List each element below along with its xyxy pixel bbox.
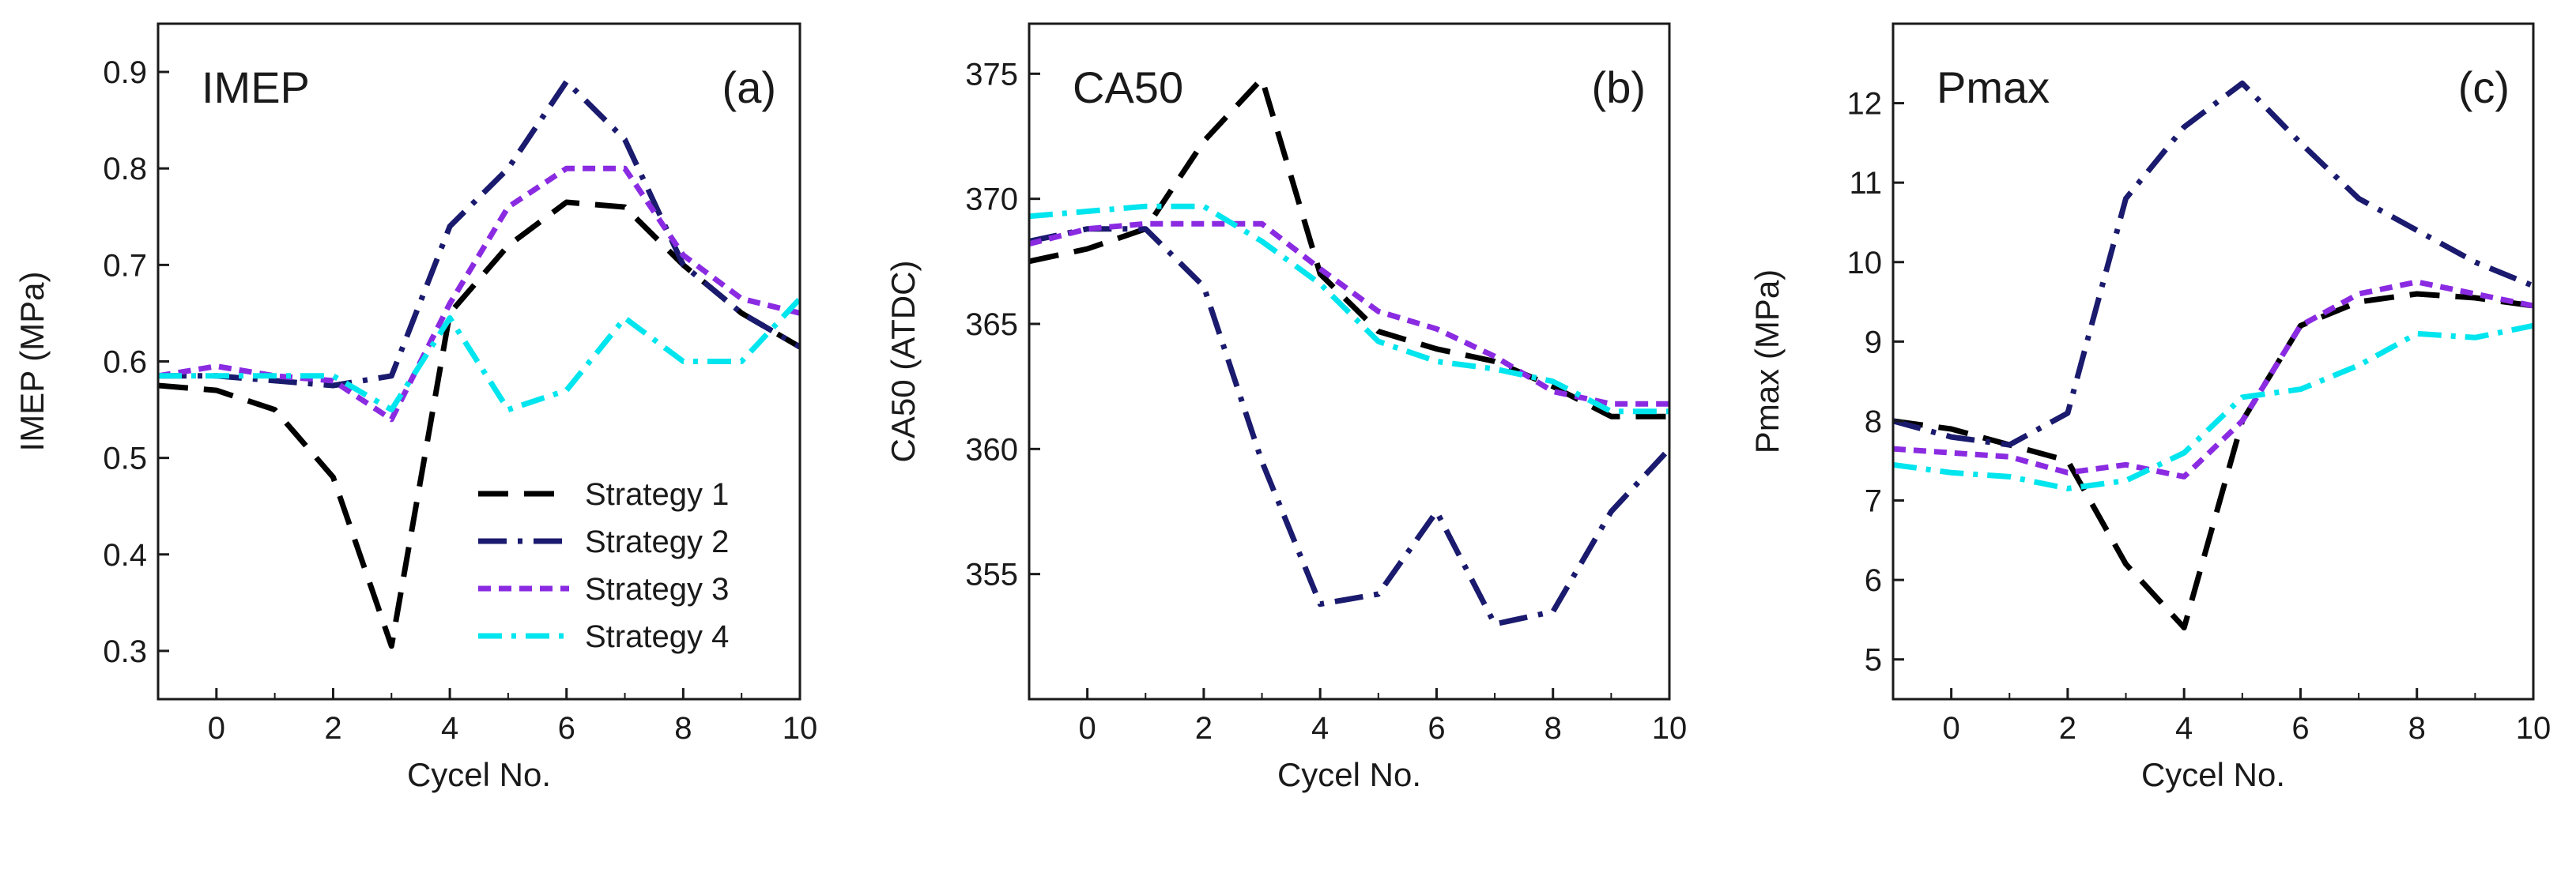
y-tick-label-ca50-0: 355: [965, 558, 1018, 592]
series-line-pmax-strategy-3: [1893, 279, 2533, 480]
panel-imep: 0 2 4 6 8 10 0.3 0.4 0.5 0.6 0.7 0.8 0.9 IMEP (a) Cy…: [13, 22, 817, 793]
x-tick-label-imep-4: 4: [441, 711, 458, 746]
x-tick-label-ca50-6: 6: [1428, 711, 1445, 746]
y-tick-label-imep-1: 0.4: [103, 538, 147, 573]
legend-label-strategy-1: Strategy 1: [585, 477, 729, 512]
series-line-pmax-strategy-1: [1893, 291, 2533, 630]
y-tick-label-ca50-2: 365: [965, 307, 1018, 342]
y-tick-label-ca50-4: 375: [965, 57, 1018, 92]
y-tick-label-ca50-3: 370: [965, 182, 1018, 217]
panel-pmax: 0 2 4 6 8 10 5 6 7 8 9 10 11 12 Pmax (c) Cycel No. Pm…: [1748, 22, 2551, 793]
plot-frame-pmax: [1891, 22, 2535, 701]
legend-item-strategy-2: Strategy 2: [478, 525, 729, 559]
x-axis-label-ca50: Cycel No.: [1277, 756, 1421, 793]
legend: Strategy 1 Strategy 2 Strategy 3 Strateg…: [478, 477, 729, 654]
x-tick-label-imep-10: 10: [783, 711, 818, 746]
series-line-imep-strategy-2: [158, 78, 800, 389]
series-line-imep-strategy-4: [158, 296, 800, 413]
plot-lines-ca50: [1029, 76, 1669, 627]
x-tick-label-pmax-2: 2: [2059, 711, 2076, 746]
x-tick-label-imep-0: 0: [208, 711, 225, 746]
y-tick-label-imep-5: 0.8: [103, 152, 147, 186]
plot-frame-ca50: [1028, 22, 1671, 701]
x-tick-label-imep-6: 6: [558, 711, 575, 746]
y-tick-label-ca50-1: 360: [965, 432, 1018, 467]
series-line-pmax-strategy-4: [1893, 322, 2533, 491]
y-tick-label-pmax-5: 10: [1847, 246, 1883, 280]
y-tick-label-imep-6: 0.9: [103, 55, 147, 90]
y-tick-label-pmax-2: 7: [1865, 484, 1882, 519]
y-axis-label-ca50: CA50 (ATDC): [884, 261, 922, 463]
x-tick-label-pmax-6: 6: [2291, 711, 2309, 746]
panel-label-c: (c): [2458, 62, 2510, 112]
series-line-ca50-strategy-4: [1029, 203, 1669, 415]
panel-title-imep: IMEP: [202, 62, 310, 112]
series-line-imep-strategy-1: [158, 199, 800, 649]
x-tick-label-ca50-4: 4: [1311, 711, 1329, 746]
y-tick-label-imep-3: 0.6: [103, 345, 147, 380]
x-tick-label-ca50-2: 2: [1195, 711, 1213, 746]
x-tick-label-pmax-4: 4: [2175, 711, 2193, 746]
axis-ticks-imep: 0 2 4 6 8 10 0.3 0.4 0.5 0.6 0.7 0.8 0.9: [103, 55, 817, 746]
y-tick-label-imep-0: 0.3: [103, 634, 147, 669]
series-line-ca50-strategy-3: [1029, 220, 1669, 407]
y-axis-label-imep: IMEP (MPa): [13, 272, 51, 452]
legend-label-strategy-3: Strategy 3: [585, 572, 729, 607]
legend-item-strategy-1: Strategy 1: [478, 477, 729, 512]
plot-lines-pmax: [1893, 80, 2533, 630]
plot-lines-imep: [158, 78, 800, 649]
x-axis-label-imep: Cycel No.: [407, 756, 551, 793]
legend-label-strategy-4: Strategy 4: [585, 619, 729, 654]
series-line-ca50-strategy-2: [1029, 226, 1669, 627]
panel-label-b: (b): [1592, 62, 1646, 112]
x-axis-label-pmax: Cycel No.: [2141, 756, 2285, 793]
series-line-pmax-strategy-2: [1893, 80, 2533, 448]
x-tick-label-pmax-8: 8: [2408, 711, 2426, 746]
series-line-ca50-strategy-1: [1029, 76, 1669, 419]
y-tick-label-pmax-0: 5: [1865, 643, 1882, 678]
y-axis-label-pmax: Pmax (MPa): [1748, 269, 1786, 453]
legend-item-strategy-4: Strategy 4: [478, 619, 729, 654]
x-tick-label-ca50-10: 10: [1652, 711, 1688, 746]
legend-item-strategy-3: Strategy 3: [478, 572, 729, 607]
y-tick-label-pmax-1: 6: [1865, 563, 1882, 598]
y-tick-label-imep-2: 0.5: [103, 442, 147, 476]
y-tick-label-imep-4: 0.7: [103, 248, 147, 283]
axis-ticks-pmax: 0 2 4 6 8 10 5 6 7 8 9 10 11 12: [1847, 87, 2551, 746]
x-tick-label-imep-8: 8: [674, 711, 692, 746]
panel-label-a: (a): [722, 62, 776, 112]
y-tick-label-pmax-4: 9: [1865, 325, 1882, 359]
legend-label-strategy-2: Strategy 2: [585, 525, 729, 559]
axis-ticks-ca50: 0 2 4 6 8 10 355 360 365 370 375: [965, 57, 1687, 746]
x-tick-label-pmax-0: 0: [1943, 711, 1960, 746]
x-tick-label-imep-2: 2: [324, 711, 341, 746]
panel-ca50: 0 2 4 6 8 10 355 360 365 370 375 CA50 (b) Cycel No…: [884, 22, 1687, 793]
panel-title-ca50: CA50: [1073, 62, 1183, 112]
x-tick-label-ca50-0: 0: [1079, 711, 1096, 746]
y-tick-label-pmax-3: 8: [1865, 404, 1882, 439]
y-tick-label-pmax-7: 12: [1847, 87, 1883, 122]
panel-title-pmax: Pmax: [1937, 62, 2050, 112]
x-tick-label-ca50-8: 8: [1544, 711, 1562, 746]
x-tick-label-pmax-10: 10: [2516, 711, 2551, 746]
y-tick-label-pmax-6: 11: [1849, 166, 1882, 201]
